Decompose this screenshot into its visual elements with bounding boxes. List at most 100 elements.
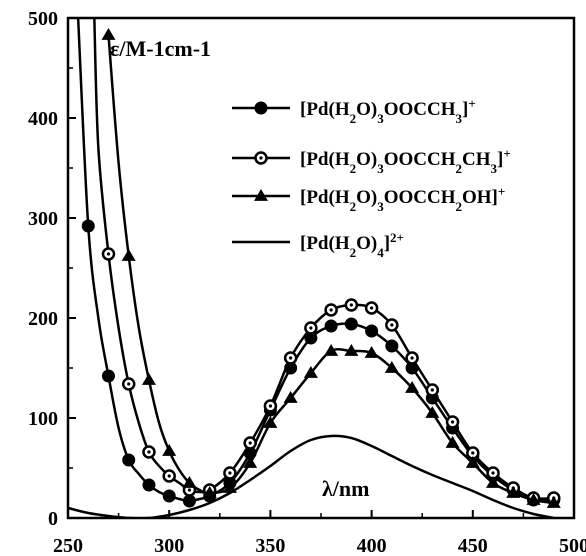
legend-label-part: 2 [456, 161, 463, 176]
data-point [263, 399, 278, 413]
data-point [243, 436, 257, 450]
legend-label-part: 3 [456, 111, 463, 126]
data-point [365, 324, 379, 338]
x-tick-label: 500 [559, 535, 586, 556]
legend-label-part: CH [462, 149, 491, 170]
x-tick-label: 250 [53, 535, 83, 556]
data-point [546, 496, 561, 508]
legend-label-part: O) [356, 233, 377, 254]
data-point [324, 303, 338, 317]
legend-label-part: + [498, 184, 505, 199]
legend-label-part: + [503, 146, 510, 161]
data-point [385, 318, 399, 332]
legend-label-part: ] [497, 149, 503, 170]
legend-label-part: 2 [350, 111, 357, 126]
data-point [182, 476, 197, 488]
data-point [283, 391, 298, 403]
legend-label: [Pd(H2O)3OOCCH2CH3]+ [300, 146, 511, 176]
legend: [Pd(H2O)3OOCCH3]+[Pd(H2O)3OOCCH2CH3]+[Pd… [232, 96, 511, 260]
data-point [283, 351, 298, 365]
legend-label-part: OOCCH [384, 149, 456, 170]
legend-label: [Pd(H2O)4]2+ [300, 230, 404, 260]
data-point [162, 489, 176, 503]
data-point [324, 344, 339, 356]
legend-label-part: OOCCH [384, 99, 456, 120]
series-4 [68, 434, 555, 518]
data-point [303, 366, 318, 378]
legend-label-part: [Pd(H [300, 233, 350, 254]
legend-label-part: OOCCH [384, 187, 456, 208]
data-point [101, 28, 116, 40]
y-tick-label: 300 [28, 208, 58, 230]
data-point [385, 339, 399, 353]
x-tick-label: 300 [154, 535, 184, 556]
data-point [122, 453, 136, 467]
legend-label-part: O) [356, 187, 377, 208]
data-point [121, 249, 136, 261]
series-layer [68, 18, 561, 518]
data-point [344, 298, 359, 312]
y-tick-label: 200 [28, 308, 58, 330]
legend-label-part: O) [356, 149, 377, 170]
legend-label: [Pd(H2O)3OOCCH3]+ [300, 96, 476, 126]
data-point [445, 415, 460, 429]
legend-marker [254, 189, 268, 201]
data-point [202, 486, 217, 498]
data-point [506, 486, 521, 498]
legend-label-part: 4 [377, 245, 384, 260]
legend-label-part: [Pd(H [300, 99, 350, 120]
legend-label-part: OH] [462, 187, 498, 208]
data-point [304, 321, 318, 335]
data-point [121, 377, 136, 391]
series-line [68, 434, 555, 518]
data-point [243, 456, 258, 468]
data-point [425, 383, 440, 397]
series-2 [93, 18, 561, 505]
data-point [324, 319, 338, 333]
data-point [101, 369, 115, 383]
data-point [425, 406, 440, 418]
data-point [405, 351, 419, 365]
x-tick-label: 450 [458, 535, 488, 556]
legend-label-part: 3 [377, 199, 384, 214]
legend-label-part: + [468, 96, 475, 111]
legend-label-part: 2 [350, 245, 357, 260]
legend-label-part: 3 [491, 161, 498, 176]
y-tick-label: 100 [28, 408, 58, 430]
legend-label-part: [Pd(H [300, 149, 350, 170]
series-line [93, 18, 554, 500]
legend-item-3: [Pd(H2O)3OOCCH2OH]+ [232, 184, 505, 214]
data-point [162, 469, 176, 483]
y-tick-label: 0 [48, 508, 58, 530]
data-point [364, 346, 379, 358]
data-point [405, 381, 420, 393]
data-point [526, 493, 541, 505]
tick-labels: 250 300 350 400 450 500 0 100 200 300 400 500 ε/M-1c… [28, 8, 586, 556]
data-point [263, 416, 278, 428]
legend-label-part: 3 [377, 111, 384, 126]
x-tick-label: 350 [255, 535, 285, 556]
series-line [76, 18, 554, 503]
legend-label-part: ] [462, 99, 468, 120]
data-point [384, 361, 399, 373]
y-tick-label: 500 [28, 8, 58, 30]
data-point [142, 445, 156, 459]
legend-label-part: 2 [456, 199, 463, 214]
legend-item-2: [Pd(H2O)3OOCCH2CH3]+ [232, 146, 511, 176]
legend-label-part: 2 [350, 199, 357, 214]
series-1 [76, 18, 561, 508]
x-axis-label: λ/nm [322, 476, 369, 501]
legend-marker [254, 151, 268, 165]
data-point [344, 344, 359, 356]
data-point [344, 317, 358, 331]
legend-item-1: [Pd(H2O)3OOCCH3]+ [232, 96, 476, 126]
legend-label-part: 2 [350, 161, 357, 176]
x-tick-label: 400 [357, 535, 387, 556]
data-point [486, 476, 501, 488]
legend-label-part: 2+ [390, 230, 404, 245]
legend-label-part: O) [356, 99, 377, 120]
legend-label-part: ] [384, 233, 390, 254]
legend-label-part: 3 [377, 161, 384, 176]
legend-marker [254, 101, 268, 115]
